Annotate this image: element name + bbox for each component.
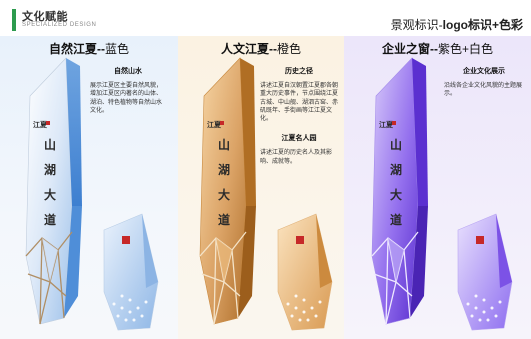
panel-culture: 人文江夏--橙色 江夏 山 湖 大 道 历史之径 讲述江夏自汉朝置江夏郡各朝重大… xyxy=(178,36,344,339)
sign-char: 大 xyxy=(389,188,402,202)
sign-char: 湖 xyxy=(217,163,230,177)
sign-stamp: 江夏 xyxy=(33,120,47,129)
sign-tall-purple xyxy=(371,57,428,325)
section-heading: 企业文化展示 xyxy=(463,68,505,75)
header-accent-bar xyxy=(12,9,16,31)
section-body: 展示江夏区主要自然风貌，增加江夏区内著名的山体、湖泊、特色植物等自然山水文化。 xyxy=(90,83,163,114)
sign-char: 道 xyxy=(389,213,402,227)
sign-seal-icon xyxy=(46,121,50,125)
section-body: 讲述江夏自汉朝置江夏郡各朝重大历史事件，节点围绕江夏古城、中山舰、湖泗古窑、赤矶… xyxy=(260,83,339,123)
page-header: 文化赋能 SPECIALIZED DESIGN 景观标识-logo标识+色彩 xyxy=(0,0,531,42)
sign-vertical-text: 山 湖 大 道 xyxy=(216,133,232,233)
panel-title-separator: -- xyxy=(269,42,277,56)
sign-char: 大 xyxy=(43,188,56,202)
section-heading: 自然山水 xyxy=(114,68,142,75)
header-subtitle: SPECIALIZED DESIGN xyxy=(22,22,97,28)
sign-char: 山 xyxy=(217,138,230,152)
panel-description: 企业文化展示 沿线各企业文化风貌的主题展示。 xyxy=(444,68,524,99)
sign-char: 道 xyxy=(43,213,56,227)
panel-enterprise: 企业之窗--紫色+白色 江夏 山 湖 大 道 企业文化展示 沿线各企业文化风貌的… xyxy=(344,36,531,339)
sign-char: 道 xyxy=(217,213,230,227)
panel-title-main: 企业之窗 xyxy=(381,42,430,56)
sign-char: 大 xyxy=(217,188,230,202)
section-heading: 江夏名人园 xyxy=(281,135,317,143)
panel-title-separator: -- xyxy=(97,42,105,56)
header-title: 文化赋能 xyxy=(22,11,68,23)
section-heading: 历史之径 xyxy=(285,68,313,75)
sign-char: 湖 xyxy=(389,163,402,177)
sign-vertical-text: 山 湖 大 道 xyxy=(42,133,58,233)
panel-title-color: 橙色 xyxy=(277,42,302,56)
section-body: 讲述江夏的历史名人及其影响、成就等。 xyxy=(260,150,333,165)
panel-title-main: 人文江夏 xyxy=(220,42,269,56)
header-topic-prefix: 景观标识- xyxy=(390,18,443,32)
header-topic: 景观标识-logo标识+色彩 xyxy=(391,16,523,33)
sign-small-orange xyxy=(277,213,333,331)
sign-small-purple xyxy=(457,213,513,331)
sign-char: 湖 xyxy=(43,163,56,177)
header-topic-bold: logo标识+色彩 xyxy=(442,18,523,32)
panel-title: 企业之窗--紫色+白色 xyxy=(344,40,531,57)
sign-stamp: 江夏 xyxy=(207,120,221,129)
panel-title-color: 紫色+白色 xyxy=(438,42,494,56)
sign-seal-icon xyxy=(220,121,224,125)
sign-vertical-text: 山 湖 大 道 xyxy=(388,133,404,233)
panel-nature: 自然江夏--蓝色 江夏 山 湖 大 道 自然山水 xyxy=(0,36,178,339)
panel-title: 自然江夏--蓝色 xyxy=(0,40,178,57)
panel-description: 历史之径 讲述江夏自汉朝置江夏郡各朝重大历史事件，节点围绕江夏古城、中山舰、湖泗… xyxy=(260,68,338,166)
sign-char: 山 xyxy=(389,138,402,152)
sign-tall-blue xyxy=(25,57,82,325)
sign-seal-icon xyxy=(392,121,396,125)
panel-title-color: 蓝色 xyxy=(105,42,130,56)
sign-tall-orange xyxy=(199,57,256,325)
panel-title-separator: -- xyxy=(430,42,438,56)
panel-description: 自然山水 展示江夏区主要自然风貌，增加江夏区内著名的山体、湖泊、特色植物等自然山… xyxy=(90,68,166,115)
panel-title: 人文江夏--橙色 xyxy=(178,40,344,57)
section-body: 沿线各企业文化风貌的主题展示。 xyxy=(444,83,523,98)
panel-title-main: 自然江夏 xyxy=(48,42,97,56)
sign-stamp: 江夏 xyxy=(379,120,393,129)
sign-char: 山 xyxy=(43,138,56,152)
sign-small-blue xyxy=(103,213,159,331)
